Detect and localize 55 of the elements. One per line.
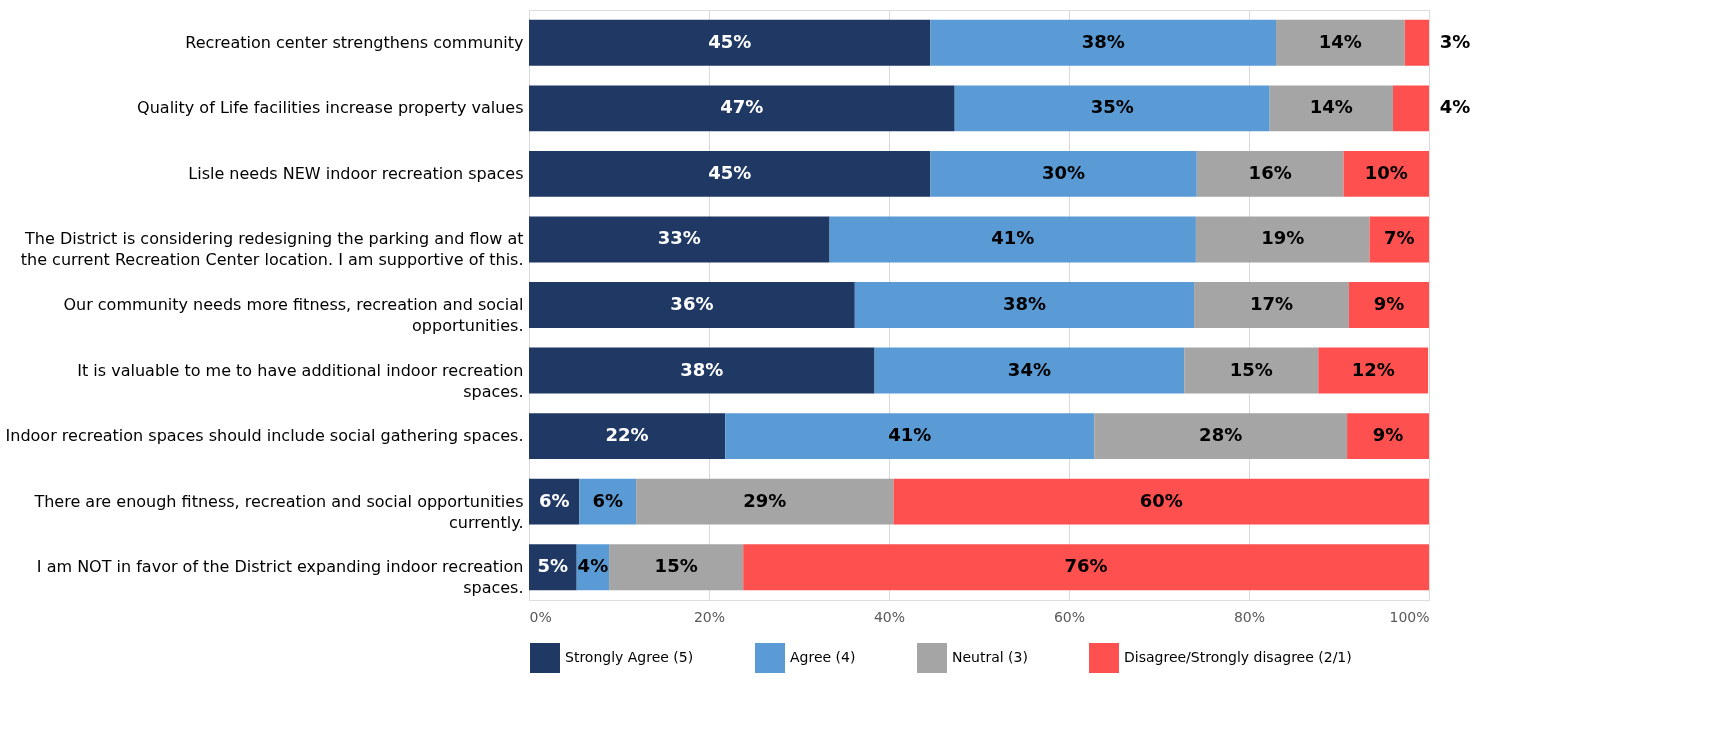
- data-label: 9%: [1373, 293, 1405, 314]
- data-label: 38%: [1081, 30, 1125, 52]
- data-label: 35%: [1090, 96, 1134, 118]
- data-label: 41%: [991, 227, 1035, 249]
- y-tick-label: It is valuable to me to have additional indoor recreation spaces.: [77, 360, 524, 401]
- data-label: 76%: [1064, 555, 1108, 577]
- data-label: 19%: [1261, 227, 1305, 249]
- y-tick-label: Lisle needs NEW indoor recreation spaces: [188, 163, 524, 183]
- data-label: 38%: [1002, 293, 1046, 314]
- data-label: 60%: [1139, 489, 1183, 511]
- data-label: 6%: [592, 489, 624, 511]
- data-label: 4%: [1439, 96, 1471, 118]
- data-label: 29%: [743, 489, 787, 511]
- data-label: 10%: [1364, 161, 1408, 183]
- data-label: 17%: [1249, 293, 1294, 314]
- data-label: 3%: [1439, 30, 1471, 52]
- x-tick-label: 0%: [529, 608, 552, 625]
- data-label: 15%: [654, 555, 698, 577]
- data-label: 7%: [1384, 227, 1415, 249]
- x-tick-label: 40%: [873, 608, 906, 625]
- legend-label: Strongly Agree (5): [565, 649, 694, 665]
- x-tick-label: 100%: [1389, 608, 1430, 625]
- data-label: 45%: [708, 30, 752, 52]
- data-label: 36%: [670, 293, 714, 314]
- data-label: 34%: [1007, 358, 1051, 380]
- x-tick-label: 20%: [693, 608, 726, 625]
- data-label: 14%: [1318, 30, 1362, 52]
- data-label: 47%: [720, 96, 764, 118]
- data-label: 16%: [1248, 161, 1292, 183]
- x-tick-label: 60%: [1053, 608, 1086, 625]
- y-tick-label: Quality of Life facilities increase property values: [137, 98, 524, 118]
- data-label: 38%: [680, 358, 724, 380]
- y-tick-label: I am NOT in favor of the District expanding indoor recreation spaces.: [36, 557, 524, 598]
- y-tick-label: Indoor recreation spaces should include social gathering spaces.: [5, 426, 524, 446]
- legend-label: Neutral (3): [952, 649, 1028, 665]
- y-tick-label: The District is considering redesigning the parking and flow at the current Recreation Center location. I am supportive of this.: [20, 229, 524, 270]
- data-label: 4%: [577, 555, 609, 577]
- data-label: 28%: [1199, 424, 1243, 446]
- legend-label: Agree (4): [790, 649, 856, 665]
- data-label: 41%: [888, 424, 932, 446]
- data-label: 12%: [1351, 358, 1395, 380]
- data-label: 5%: [537, 555, 569, 577]
- data-label: 33%: [657, 227, 701, 249]
- data-label: 22%: [605, 424, 649, 446]
- x-tick-label: 80%: [1233, 608, 1266, 625]
- data-label: 15%: [1229, 358, 1273, 380]
- y-tick-label: Our community needs more fitness, recreation and social opportunities.: [63, 295, 524, 335]
- y-tick-label: There are enough fitness, recreation and social opportunities currently.: [33, 491, 524, 532]
- data-label: 6%: [538, 489, 570, 511]
- data-label: 45%: [708, 161, 752, 183]
- legend-label: Disagree/Strongly disagree (2/1): [1124, 649, 1352, 665]
- y-tick-label: Recreation center strengthens community: [185, 32, 524, 52]
- data-label: 14%: [1309, 96, 1353, 118]
- data-label: 9%: [1372, 424, 1404, 446]
- data-label: 30%: [1042, 161, 1086, 183]
